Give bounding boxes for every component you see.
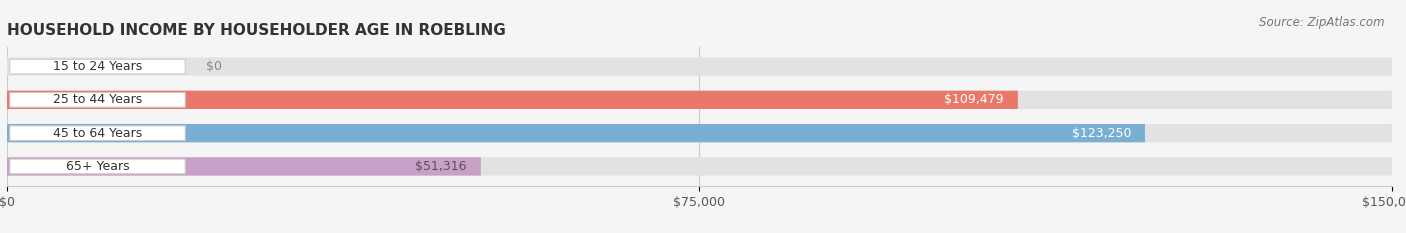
Text: $0: $0 (205, 60, 222, 73)
FancyBboxPatch shape (10, 126, 186, 140)
FancyBboxPatch shape (10, 59, 186, 74)
FancyBboxPatch shape (7, 157, 481, 176)
FancyBboxPatch shape (7, 124, 1144, 142)
Text: $123,250: $123,250 (1071, 127, 1130, 140)
FancyBboxPatch shape (7, 124, 1392, 142)
FancyBboxPatch shape (7, 91, 1018, 109)
Text: 25 to 44 Years: 25 to 44 Years (53, 93, 142, 106)
Text: 45 to 64 Years: 45 to 64 Years (53, 127, 142, 140)
FancyBboxPatch shape (7, 157, 1392, 176)
Text: 15 to 24 Years: 15 to 24 Years (53, 60, 142, 73)
Text: $109,479: $109,479 (945, 93, 1004, 106)
FancyBboxPatch shape (7, 91, 1392, 109)
Text: HOUSEHOLD INCOME BY HOUSEHOLDER AGE IN ROEBLING: HOUSEHOLD INCOME BY HOUSEHOLDER AGE IN R… (7, 24, 506, 38)
Text: $51,316: $51,316 (415, 160, 467, 173)
FancyBboxPatch shape (10, 93, 186, 107)
Text: Source: ZipAtlas.com: Source: ZipAtlas.com (1260, 16, 1385, 29)
FancyBboxPatch shape (7, 57, 1392, 76)
Text: 65+ Years: 65+ Years (66, 160, 129, 173)
FancyBboxPatch shape (10, 159, 186, 174)
